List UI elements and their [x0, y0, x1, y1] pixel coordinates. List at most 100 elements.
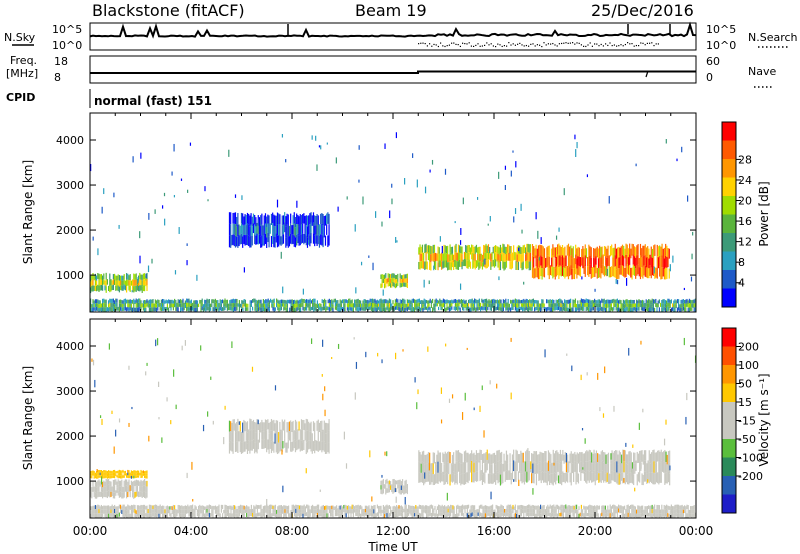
scatter-cell	[606, 509, 608, 514]
scatter-cell	[661, 267, 663, 280]
scatter-cell	[403, 485, 405, 490]
scatter-cell	[472, 303, 474, 308]
scatter-cell	[103, 491, 105, 497]
scatter-cell	[486, 253, 488, 261]
scatter-cell	[432, 253, 434, 262]
scatter-cell	[385, 484, 387, 490]
scatter-cell	[338, 505, 340, 510]
scatter-cell	[233, 234, 235, 247]
scatter-cell	[384, 303, 386, 308]
scatter-cell	[243, 225, 245, 235]
scatter-cell	[241, 306, 243, 311]
scatter-cell	[162, 298, 164, 303]
scatter-cell	[326, 142, 328, 145]
scatter-cell	[468, 512, 470, 517]
scatter-cell	[298, 505, 300, 510]
scatter-cell	[658, 299, 660, 304]
scatter-cell	[235, 513, 237, 517]
scatter-cell	[190, 509, 192, 514]
scatter-cell	[505, 450, 508, 461]
scatter-cell	[370, 509, 372, 513]
scatter-cell	[513, 449, 515, 461]
scatter-cell	[317, 419, 319, 431]
scatter-cell	[142, 279, 144, 286]
scatter-cell	[234, 432, 237, 443]
scatter-cell	[588, 244, 590, 256]
scatter-cell	[498, 276, 500, 281]
scatter-cell	[139, 509, 141, 514]
scatter-cell	[641, 257, 643, 268]
scatter-cell	[219, 302, 221, 307]
scatter-cell	[603, 472, 605, 483]
scatter-cell	[434, 505, 436, 510]
scatter-cell	[120, 486, 122, 492]
scatter-cell	[279, 509, 281, 514]
scatter-cell	[90, 287, 92, 294]
noise-search-point	[517, 43, 519, 45]
scatter-cell	[636, 307, 638, 312]
scatter-cell	[321, 513, 323, 518]
scatter-cell	[595, 506, 597, 510]
scatter-cell	[631, 267, 633, 280]
scatter-cell	[531, 244, 534, 256]
noise-search-point	[431, 45, 433, 47]
scatter-cell	[236, 421, 238, 432]
scatter-cell	[410, 509, 412, 513]
scatter-cell	[274, 215, 276, 227]
scatter-cell	[339, 299, 341, 304]
scatter-cell	[402, 510, 404, 514]
scatter-cell	[660, 257, 662, 269]
scatter-cell	[393, 509, 395, 514]
scatter-cell	[286, 509, 288, 514]
scatter-cell	[306, 512, 308, 516]
scatter-cell	[571, 258, 573, 269]
scatter-cell	[412, 513, 414, 517]
scatter-cell	[90, 281, 92, 288]
scatter-cell	[427, 461, 430, 472]
scatter-cell	[439, 302, 441, 307]
scatter-cell	[412, 307, 414, 312]
scatter-cell	[278, 432, 280, 443]
scatter-cell	[278, 513, 280, 518]
scatter-cell	[314, 298, 316, 303]
scatter-cell	[295, 304, 297, 309]
scatter-cell	[168, 307, 170, 312]
scatter-cell	[617, 268, 619, 280]
scatter-cell	[232, 512, 234, 517]
scatter-cell	[390, 512, 392, 517]
scatter-cell	[133, 286, 135, 293]
scatter-cell	[531, 266, 534, 278]
scatter-cell	[631, 472, 634, 484]
scatter-cell	[320, 234, 322, 245]
scatter-cell	[281, 430, 283, 442]
scatter-cell	[178, 303, 180, 307]
scatter-cell	[583, 257, 585, 266]
scatter-cell	[291, 234, 293, 245]
scatter-cell	[443, 453, 445, 465]
scatter-cell	[430, 512, 432, 517]
scatter-cell	[659, 451, 661, 463]
scatter-cell	[98, 469, 100, 473]
scatter-cell	[478, 513, 480, 517]
scatter-cell	[361, 513, 363, 517]
scatter-cell	[441, 300, 443, 304]
scatter-cell	[424, 509, 426, 514]
scatter-cell	[618, 450, 620, 462]
scatter-cell	[673, 307, 675, 312]
scatter-cell	[489, 300, 491, 304]
scatter-cell	[511, 252, 514, 261]
noise-search-point	[561, 42, 563, 45]
scatter-cell	[508, 513, 510, 518]
scatter-cell	[586, 450, 588, 462]
scatter-cell	[619, 256, 621, 266]
scatter-cell	[175, 508, 177, 514]
scatter-cell	[114, 304, 116, 308]
scatter-cell	[383, 274, 386, 280]
scatter-cell	[519, 508, 521, 513]
scatter-cell	[431, 159, 434, 165]
scatter-cell	[417, 298, 419, 303]
scatter-cell	[368, 255, 370, 258]
scatter-cell	[129, 472, 131, 476]
scatter-cell	[296, 307, 298, 311]
scatter-cell	[536, 303, 538, 307]
